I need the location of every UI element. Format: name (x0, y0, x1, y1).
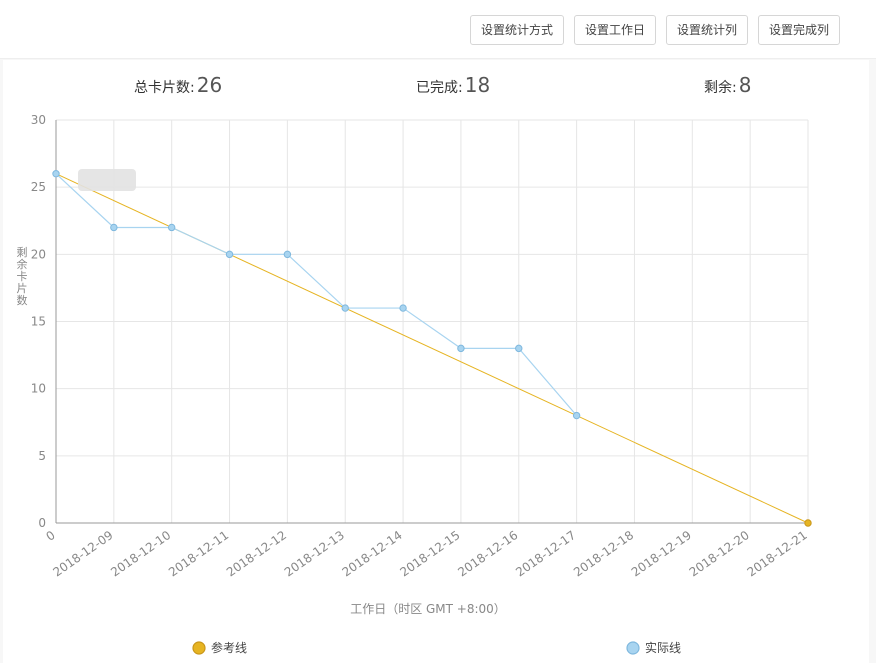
y-tick-label: 0 (38, 516, 46, 530)
x-tick-label: 2018-12-13 (282, 528, 347, 579)
data-point-actual (399, 304, 407, 312)
data-point-actual (572, 411, 581, 420)
legend-marker-reference (192, 641, 206, 655)
set-stat-method-button[interactable]: 设置统计方式 (470, 15, 564, 45)
x-tick-label: 2018-12-16 (455, 528, 520, 579)
x-tick-label: 0 (43, 528, 57, 544)
data-point-actual (225, 250, 234, 259)
x-tick-label: 2018-12-10 (108, 528, 173, 579)
y-axis-title-char: 片 (17, 282, 28, 295)
stat-done-value: 18 (464, 73, 491, 97)
data-point-actual (167, 223, 176, 232)
stat-remaining-label: 剩余: (704, 80, 737, 96)
data-point-actual (341, 304, 349, 312)
stat-total-value: 26 (196, 73, 223, 97)
y-tick-label: 20 (31, 247, 46, 261)
legend-marker-actual (626, 641, 640, 655)
stat-done-label: 已完成: (416, 80, 463, 96)
x-tick-label: 2018-12-09 (50, 528, 115, 579)
x-tick-label: 2018-12-20 (687, 528, 752, 579)
stat-total: 总卡片数: 26 (134, 73, 222, 97)
x-tick-label: 2018-12-11 (166, 528, 231, 579)
y-axis-title-char: 剩 (17, 246, 28, 259)
set-stat-column-button[interactable]: 设置统计列 (666, 15, 748, 45)
stat-remaining-value: 8 (738, 73, 752, 97)
set-done-column-button[interactable]: 设置完成列 (758, 15, 840, 45)
y-axis-title-char: 卡 (17, 270, 28, 283)
x-tick-label: 2018-12-17 (513, 528, 578, 579)
stat-done: 已完成: 18 (416, 73, 490, 97)
chart-panel (3, 60, 869, 663)
series-line-actual (55, 173, 578, 416)
x-tick-label: 2018-12-12 (224, 528, 289, 579)
y-tick-label: 15 (31, 315, 46, 329)
data-point-actual (283, 250, 292, 259)
x-axis-title: 工作日（时区 GMT +8:00） (350, 602, 506, 616)
x-tick-label: 2018-12-21 (745, 528, 810, 579)
y-tick-label: 10 (31, 382, 46, 396)
toolbar: 设置统计方式 设置工作日 设置统计列 设置完成列 (0, 0, 876, 59)
x-tick-label: 2018-12-14 (340, 528, 405, 579)
y-tick-label: 25 (31, 180, 46, 194)
data-point-actual (515, 344, 523, 353)
legend-label-reference: 参考线 (211, 640, 247, 655)
legend-label-actual: 实际线 (645, 640, 681, 655)
stat-total-label: 总卡片数: (134, 80, 195, 96)
y-tick-label: 5 (38, 449, 46, 463)
x-tick-label: 2018-12-15 (397, 528, 462, 579)
y-tick-label: 30 (31, 113, 46, 127)
tooltip-placeholder (78, 169, 136, 191)
data-point-actual (110, 223, 118, 232)
data-point-actual (52, 170, 60, 178)
stat-remaining: 剩余: 8 (704, 73, 751, 97)
x-tick-label: 2018-12-18 (571, 528, 636, 579)
set-workday-button[interactable]: 设置工作日 (574, 15, 656, 45)
y-axis-title-char: 余 (17, 257, 28, 271)
data-point-actual (457, 344, 465, 353)
x-tick-label: 2018-12-19 (629, 528, 694, 579)
data-point-reference (804, 519, 812, 527)
y-axis-title-char: 数 (17, 294, 28, 307)
